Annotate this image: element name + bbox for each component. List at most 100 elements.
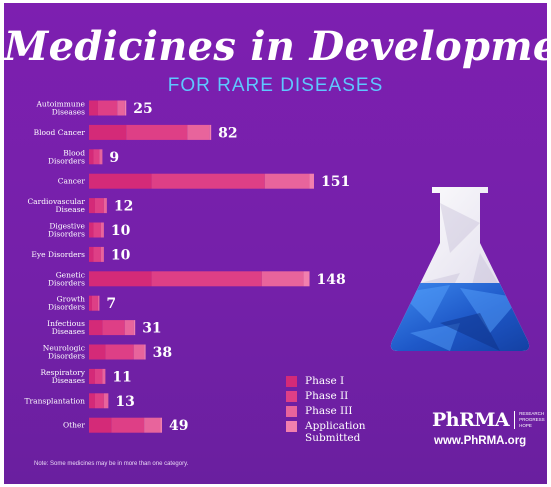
bar-segment — [102, 320, 125, 336]
bar-segment — [264, 173, 310, 189]
legend-label: Phase I — [305, 375, 345, 387]
bar-segment — [100, 222, 104, 238]
bar-segment — [99, 149, 103, 165]
bar-segment — [187, 124, 210, 140]
bar-value-label: 10 — [111, 247, 131, 263]
bar-segment — [103, 393, 109, 409]
bar-segment — [111, 417, 145, 433]
legend-swatch — [286, 391, 297, 402]
bar-segment — [209, 124, 212, 140]
category-label: Infectious Diseases — [47, 319, 85, 336]
category-label: Transplantation — [25, 396, 86, 405]
bar-segment — [94, 393, 104, 409]
bar-segment — [124, 100, 127, 116]
bar-segment — [89, 271, 152, 287]
category-label: Blood Disorders — [48, 148, 85, 165]
bar-segment — [124, 320, 134, 336]
bar-segment — [93, 149, 100, 165]
bar-segment — [144, 344, 146, 360]
legend-label: Phase II — [305, 390, 349, 402]
bar-value-label: 13 — [115, 394, 134, 410]
bar-segment — [89, 295, 92, 311]
phrma-logo: PhRMA RESEARCH PROGRESS HOPE — [432, 409, 545, 431]
logo-wordmark: PhRMA — [432, 409, 510, 431]
tagline-line: RESEARCH — [519, 411, 545, 416]
tagline-line: HOPE — [519, 423, 532, 428]
legend-item-phase-2: Phase II — [286, 390, 375, 402]
category-label: Eye Disorders — [31, 250, 85, 259]
category-label: Autoimmune Diseases — [36, 100, 86, 117]
bar-segment — [89, 100, 98, 116]
bar-value-label: 25 — [133, 101, 152, 117]
legend-swatch — [286, 406, 297, 417]
bar-value-label: 151 — [321, 174, 350, 190]
chart-legend: Phase I Phase II Phase III Application S… — [286, 375, 375, 447]
bar-segment — [133, 320, 136, 336]
legend-item-application-submitted: Application Submitted — [286, 420, 375, 444]
bar-segment — [97, 295, 100, 311]
bar-value-label: 148 — [317, 272, 346, 288]
category-label: Other — [63, 421, 85, 430]
footnote: Note: Some medicines may be in more than… — [34, 461, 189, 467]
bar-segment — [94, 368, 103, 384]
logo-tagline: RESEARCH PROGRESS HOPE — [514, 411, 545, 429]
bar-segment — [89, 368, 95, 384]
bar-segment — [309, 173, 314, 189]
category-label: Digestive Disorders — [48, 222, 86, 239]
bar-chart: Autoimmune Diseases 25 Blood Cancer 82 Blood D… — [25, 100, 351, 435]
tagline-line: PROGRESS — [519, 417, 545, 422]
category-label: Blood Cancer — [34, 128, 86, 137]
bar-segment — [100, 246, 104, 262]
bar-segment — [93, 222, 101, 238]
category-label: Neurologic Disorders — [43, 344, 85, 361]
bar-segment — [94, 198, 104, 214]
bar-segment — [89, 198, 95, 214]
legend-label: Phase III — [305, 405, 353, 417]
legend-item-phase-3: Phase III — [286, 405, 375, 417]
bar-value-label: 7 — [106, 296, 116, 312]
bar-segment — [103, 198, 107, 214]
bar-value-label: 10 — [111, 223, 131, 239]
bar-segment — [151, 173, 265, 189]
bar-value-label: 12 — [114, 199, 133, 215]
bar-segment — [144, 417, 161, 433]
flask-illustration — [380, 173, 540, 368]
page-title: Medicines in Development — [4, 23, 547, 70]
bar-segment — [97, 100, 118, 116]
bar-value-label: 49 — [169, 418, 188, 434]
bar-segment — [117, 100, 125, 116]
bar-value-label: 31 — [142, 321, 161, 337]
bar-segment — [91, 295, 98, 311]
bar-segment — [151, 271, 262, 287]
bar-segment — [303, 271, 310, 287]
legend-item-phase-1: Phase I — [286, 375, 375, 387]
category-label: Cancer — [58, 177, 86, 186]
bar-segment — [89, 149, 94, 165]
bar-segment — [89, 246, 94, 262]
website-url[interactable]: www.PhRMA.org — [434, 435, 527, 447]
category-label: Growth Disorders — [48, 295, 85, 312]
bar-segment — [89, 222, 94, 238]
bar-segment — [89, 393, 95, 409]
bar-segment — [261, 271, 304, 287]
legend-label: Application Submitted — [305, 420, 366, 444]
bar-segment — [133, 344, 145, 360]
bar-segment — [89, 173, 152, 189]
bar-segment — [89, 344, 106, 360]
category-label: Genetic Disorders — [48, 270, 85, 287]
bar-segment — [126, 124, 188, 140]
bar-segment — [89, 124, 127, 140]
bar-value-label: 82 — [218, 125, 237, 141]
bar-value-label: 9 — [109, 150, 119, 166]
bar-segment — [89, 320, 103, 336]
legend-swatch — [286, 421, 297, 432]
bar-segment — [102, 368, 106, 384]
bar-value-label: 38 — [153, 345, 172, 361]
infographic-card: Medicines in Development FOR RARE DISEAS… — [4, 3, 547, 484]
category-label: Respiratory Diseases — [40, 368, 85, 385]
legend-swatch — [286, 376, 297, 387]
category-label: Cardiovascular Disease — [27, 197, 85, 214]
page-subtitle: FOR RARE DISEASES — [167, 75, 384, 96]
bar-segment — [105, 344, 134, 360]
bar-segment — [160, 417, 163, 433]
